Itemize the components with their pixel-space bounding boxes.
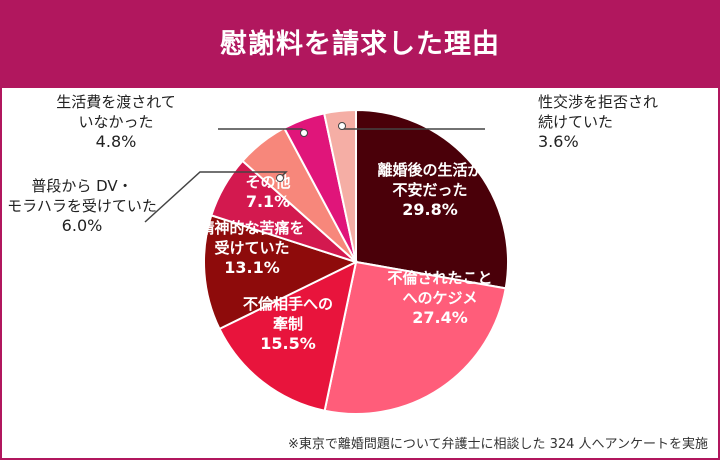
slice-label: 生活費を渡されて [56, 93, 176, 111]
slice-label: 不倫相手への [243, 295, 333, 313]
slice-label: 普段から DV・ [31, 177, 132, 195]
slice-label: 不倫されたこと [387, 269, 492, 287]
slice-label: 離婚後の生活が [377, 161, 483, 179]
slice-value-label: 29.8% [402, 200, 458, 219]
leader-dot [300, 129, 308, 137]
leader-dot [338, 122, 346, 130]
slice-value-label: 13.1% [224, 258, 280, 277]
pie-slice [355, 108, 509, 290]
slice-label: 続けていた [538, 113, 613, 131]
leader-dot [276, 174, 284, 182]
slice-label: いなかった [78, 113, 153, 131]
slice-label: へのケジメ [402, 289, 477, 307]
slice-label: 性交渉を拒否され [538, 93, 658, 111]
slice-label: モラハラを受けていた [7, 197, 157, 215]
slice-value-label: 4.8% [96, 132, 137, 151]
slice-label: 牽制 [273, 315, 303, 333]
pie-slice [323, 108, 357, 263]
slice-value-label: 6.0% [62, 216, 103, 235]
pie-slice [323, 260, 507, 415]
slice-value-label: 7.1% [246, 192, 290, 211]
slice-label: 精神的な苦痛を [199, 219, 304, 237]
pie-slice [203, 214, 359, 331]
slice-value-label: 15.5% [260, 334, 316, 353]
leader-line [144, 171, 288, 223]
slice-label: 不安だった [392, 181, 467, 199]
slice-value-label: 27.4% [412, 308, 468, 327]
title-bar: 慰謝料を請求した理由 [2, 2, 718, 88]
chart-title: 慰謝料を請求した理由 [220, 29, 500, 60]
slice-label: 受けていた [214, 239, 289, 257]
slice-label: その他 [245, 173, 290, 191]
slice-value-label: 3.6% [538, 132, 579, 151]
footnote: ※東京で離婚問題について弁護士に相談した 324 人へアンケートを実施 [287, 437, 708, 452]
pie-slice [218, 260, 358, 412]
